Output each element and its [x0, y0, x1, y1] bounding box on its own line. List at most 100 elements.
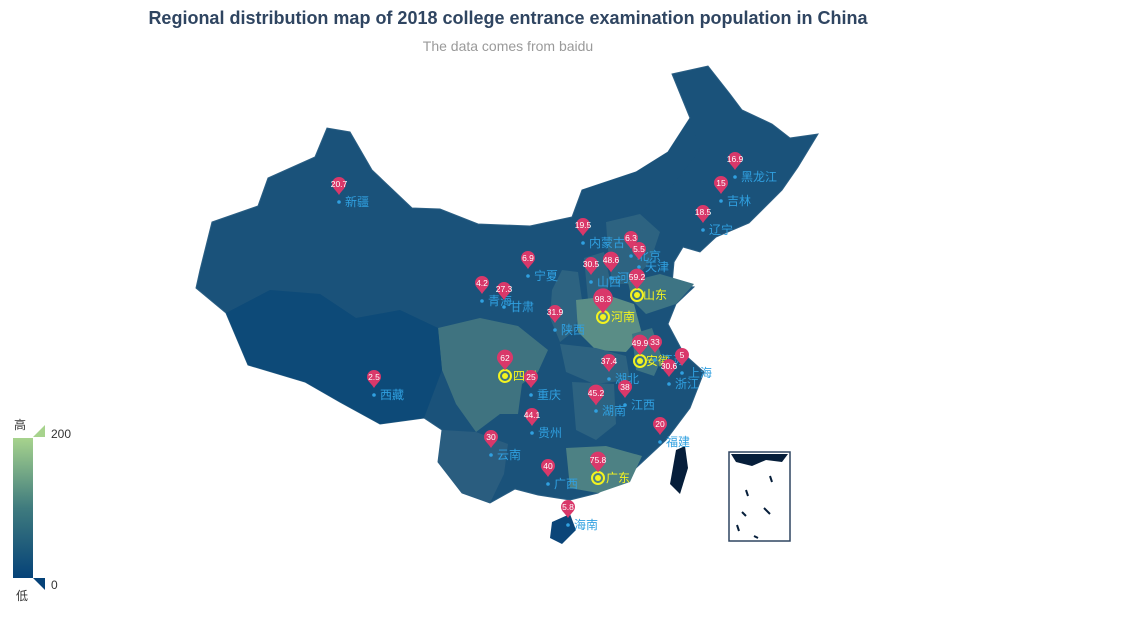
pin-value: 62	[500, 353, 510, 363]
pin-value: 45.2	[588, 388, 605, 398]
map-pin	[593, 288, 613, 314]
province-label: 宁夏	[534, 268, 558, 283]
province-label: 湖南	[602, 403, 626, 418]
marker-湖南[interactable]: 湖南 45.2	[587, 384, 626, 418]
map-pin	[632, 242, 646, 260]
location-dot	[623, 403, 627, 407]
marker-辽宁[interactable]: 辽宁 18.5	[695, 205, 733, 237]
location-dot	[589, 280, 593, 284]
map-pin	[602, 354, 616, 372]
province-label: 云南	[497, 447, 521, 462]
province-label: 海南	[574, 517, 598, 532]
marker-陕西[interactable]: 陕西 31.9	[547, 305, 585, 337]
pin-value: 30.5	[583, 259, 600, 269]
location-dot	[581, 241, 585, 245]
location-dot	[637, 265, 641, 269]
map-pin	[521, 251, 535, 269]
location-dot	[502, 373, 508, 379]
location-dot	[600, 314, 606, 320]
province-label: 上海	[688, 365, 712, 380]
map-title: Regional distribution map of 2018 colleg…	[148, 8, 868, 28]
map-pin	[497, 282, 511, 300]
pin-value: 33	[650, 337, 660, 347]
location-dot	[594, 409, 598, 413]
province-label: 河南	[611, 309, 635, 324]
map-pin	[561, 500, 575, 518]
marker-黑龙江[interactable]: 黑龙江 16.9	[727, 152, 777, 184]
south-china-sea-islands	[731, 454, 788, 466]
marker-宁夏[interactable]: 宁夏6.9	[521, 251, 558, 283]
location-dot	[489, 453, 493, 457]
marker-河南[interactable]: 河南 98.3	[593, 288, 635, 324]
location-dot	[719, 199, 723, 203]
location-dot	[553, 328, 557, 332]
province-label: 陕西	[561, 322, 585, 337]
region-tibet	[226, 290, 442, 424]
pin-value: 49.9	[632, 338, 649, 348]
pin-value: 59.2	[629, 272, 646, 282]
marker-浙江[interactable]: 浙江 30.6	[661, 359, 699, 391]
location-dot	[595, 475, 601, 481]
map-pin	[576, 218, 590, 236]
map-pin	[714, 176, 728, 194]
pin-value: 5	[680, 350, 685, 360]
pin-value: 20.7	[331, 179, 348, 189]
map-pin	[475, 276, 489, 294]
pin-value: 48.6	[603, 255, 620, 265]
region-taiwan	[670, 446, 688, 494]
province-label: 甘肃	[510, 300, 534, 314]
province-label: 广西	[554, 477, 578, 491]
region-hainan	[550, 514, 576, 544]
map-pin	[524, 370, 538, 388]
map-pin	[618, 380, 632, 398]
pin-value: 44.1	[524, 410, 541, 420]
location-dot	[502, 305, 506, 309]
pin-value: 30.6	[661, 361, 678, 371]
marker-山西[interactable]: 山西 30.5	[583, 257, 621, 289]
marker-海南[interactable]: 海南5.8	[561, 500, 598, 532]
visual-map-handle-min[interactable]	[33, 578, 45, 590]
pin-value: 98.3	[595, 294, 612, 304]
pin-value: 6.3	[625, 233, 637, 243]
province-label: 青海	[488, 293, 512, 308]
visual-map-handle-max[interactable]	[33, 425, 45, 437]
pin-value: 4.2	[476, 278, 488, 288]
marker-新疆[interactable]: 新疆 20.7	[331, 177, 369, 209]
province-label: 内蒙古	[589, 235, 625, 250]
marker-内蒙古[interactable]: 内蒙古 19.5	[575, 218, 625, 250]
map-pin	[541, 459, 555, 477]
marker-天津[interactable]: 天津5.5	[632, 242, 669, 274]
location-dot	[680, 371, 684, 375]
pin-value: 18.5	[695, 207, 712, 217]
province-label: 浙江	[675, 377, 699, 391]
south-china-sea-inset	[728, 451, 791, 542]
map-pin	[332, 177, 346, 195]
location-dot	[526, 274, 530, 278]
marker-广东[interactable]: 广东 75.8	[589, 451, 630, 485]
marker-山东[interactable]: 山东 59.2	[629, 268, 667, 302]
marker-甘肃[interactable]: 甘肃 27.3	[496, 282, 534, 314]
marker-西藏[interactable]: 西藏2.5	[367, 370, 404, 402]
pin-value: 5.5	[633, 244, 645, 254]
region-shaanxi	[550, 270, 582, 342]
map-pin	[587, 384, 605, 406]
province-label: 福建	[666, 434, 690, 449]
marker-贵州[interactable]: 贵州 44.1	[524, 408, 562, 440]
visual-map-bar	[13, 438, 33, 578]
pin-value: 6.9	[522, 253, 534, 263]
region-hunan	[572, 382, 616, 440]
marker-上海[interactable]: 上海5	[675, 348, 712, 380]
pin-value: 2.5	[368, 372, 380, 382]
province-label: 吉林	[727, 194, 751, 208]
map-pin	[696, 205, 710, 223]
map-pin	[589, 451, 607, 473]
region-yunnan	[438, 430, 508, 503]
location-dot	[607, 377, 611, 381]
